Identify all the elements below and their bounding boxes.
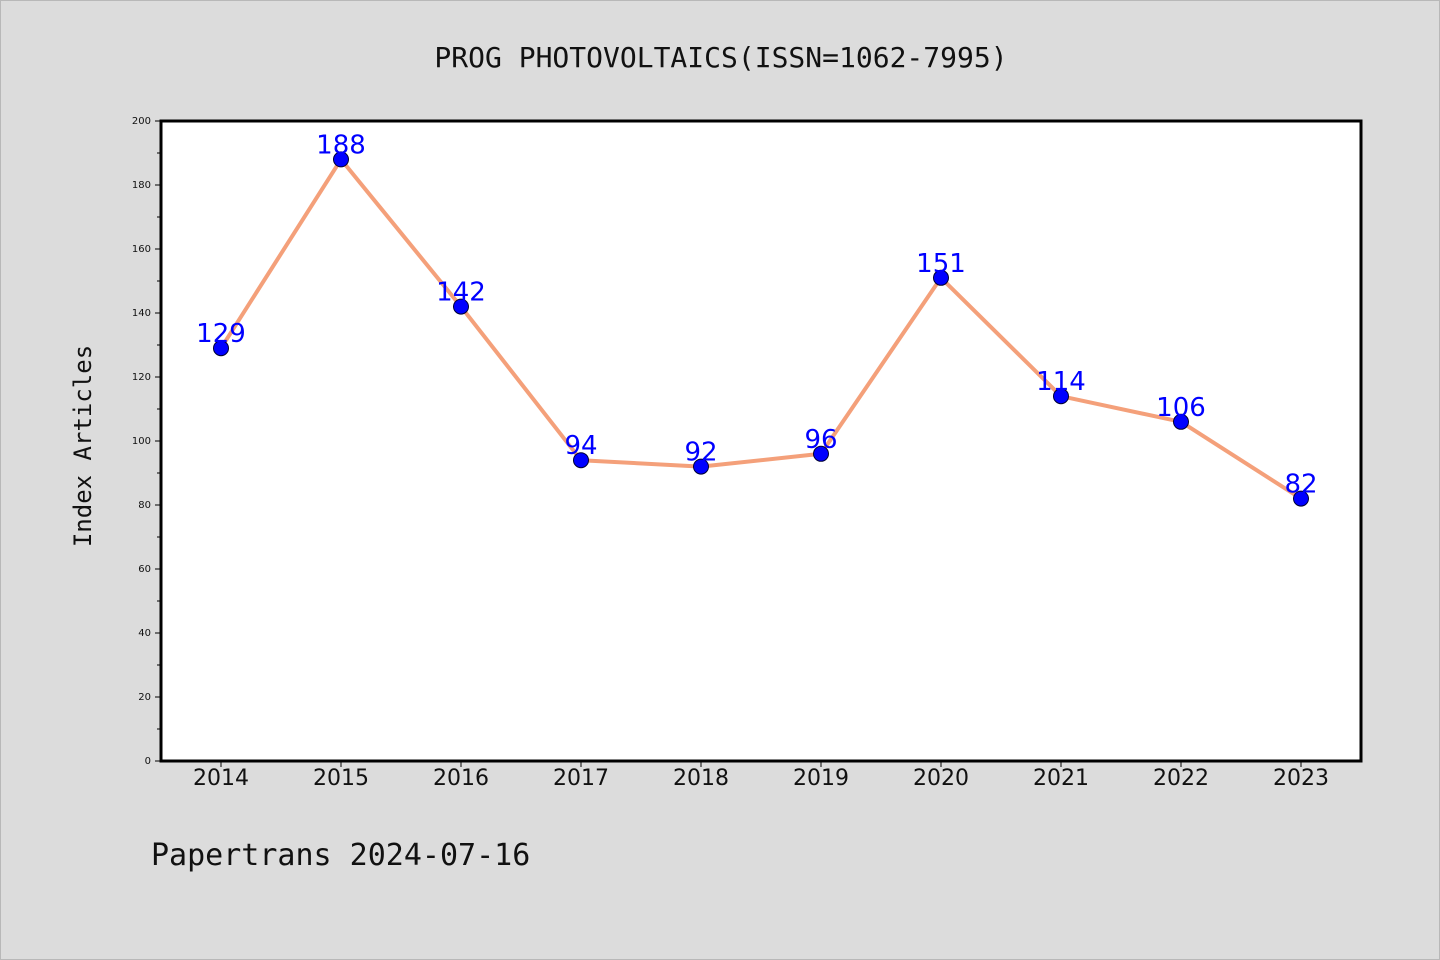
x-tick-label: 2018 [673, 766, 729, 791]
footer-credit: Papertrans 2024-07-16 [151, 838, 530, 873]
data-label: 94 [564, 431, 597, 461]
data-label: 129 [196, 319, 246, 349]
y-tick-label: 140 [132, 308, 151, 319]
x-axis-ticks: 2014 2015 2016 2017 2018 2019 2020 2021 2022 2023 [193, 761, 1329, 791]
data-label: 142 [436, 278, 486, 308]
y-tick-label: 0 [145, 756, 151, 767]
y-tick-label: 160 [132, 244, 151, 255]
y-tick-label: 180 [132, 180, 151, 191]
x-tick-label: 2023 [1273, 766, 1329, 791]
x-tick-label: 2019 [793, 766, 849, 791]
data-label: 188 [316, 130, 366, 160]
series-group: 129 188 142 94 92 96 151 114 106 82 [196, 130, 1318, 507]
data-point [1293, 490, 1309, 507]
x-tick-label: 2021 [1033, 766, 1089, 791]
x-tick-label: 2020 [913, 766, 969, 791]
y-tick-label: 40 [138, 628, 151, 639]
data-point [1173, 413, 1189, 430]
data-label: 151 [916, 249, 966, 279]
x-tick-label: 2016 [433, 766, 489, 791]
x-tick-label: 2017 [553, 766, 609, 791]
data-point [693, 458, 709, 475]
data-point [1053, 388, 1069, 405]
y-tick-label: 60 [138, 564, 151, 575]
y-tick-label: 80 [138, 500, 151, 511]
y-tick-label: 100 [132, 436, 151, 447]
plot-area [159, 119, 1363, 763]
data-point [453, 298, 469, 315]
data-label: 82 [1284, 470, 1317, 500]
x-tick-label: 2015 [313, 766, 369, 791]
data-label: 106 [1156, 393, 1206, 423]
chart-title: PROG PHOTOVOLTAICS(ISSN=1062-7995) [434, 41, 1007, 74]
data-label: 96 [804, 425, 837, 455]
data-point [813, 445, 829, 462]
data-label: 92 [684, 438, 717, 468]
y-tick-label: 200 [132, 116, 151, 127]
data-point [933, 269, 949, 286]
y-axis-ticks: 0 20 40 60 80 100 120 140 160 180 200 [132, 116, 161, 767]
y-tick-label: 120 [132, 372, 151, 383]
y-axis-label: Index Articles [69, 345, 97, 547]
x-tick-label: 2022 [1153, 766, 1209, 791]
data-point [333, 151, 349, 168]
data-point [213, 340, 229, 357]
y-tick-label: 20 [138, 692, 151, 703]
data-point [573, 452, 589, 469]
x-tick-label: 2014 [193, 766, 249, 791]
series-line [219, 157, 1303, 501]
data-label: 114 [1036, 367, 1086, 397]
